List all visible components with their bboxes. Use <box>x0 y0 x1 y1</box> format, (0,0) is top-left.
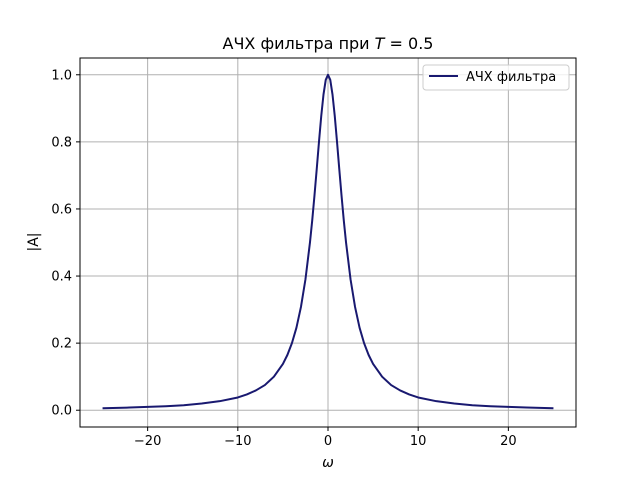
legend-label: АЧХ фильтра <box>466 70 556 85</box>
y-axis-label: |A| <box>26 232 42 251</box>
y-tick-label: 0.4 <box>51 270 72 285</box>
chart-title-value: = 0.5 <box>384 34 433 53</box>
y-tick-label: 1.0 <box>51 68 72 83</box>
y-tick-label: 0.6 <box>51 202 72 217</box>
grid <box>80 58 576 427</box>
x-tick-label: 20 <box>500 434 517 449</box>
series-line <box>102 73 554 410</box>
chart-title-variable: T <box>375 34 386 53</box>
x-tick-label: 10 <box>410 434 427 449</box>
chart-title-prefix: АЧХ фильтра при <box>223 34 375 53</box>
x-tick-label: −20 <box>134 434 161 449</box>
legend-box <box>422 64 570 91</box>
x-axis-label: ω <box>322 455 334 471</box>
y-tick-label: 0.8 <box>51 135 72 150</box>
plot-area <box>102 73 554 410</box>
x-tick-label: 0 <box>324 434 332 449</box>
y-tick-label: 0.0 <box>51 404 72 419</box>
y-tick-label: 0.2 <box>51 337 72 352</box>
x-tick-label: −10 <box>224 434 251 449</box>
chart-title: АЧХ фильтра при T = 0.5 <box>223 34 434 53</box>
ticks: −20 −10 0 10 20 0.0 0.2 0.4 0.6 0.8 1.0 <box>51 68 516 449</box>
legend: АЧХ фильтра <box>422 64 570 91</box>
